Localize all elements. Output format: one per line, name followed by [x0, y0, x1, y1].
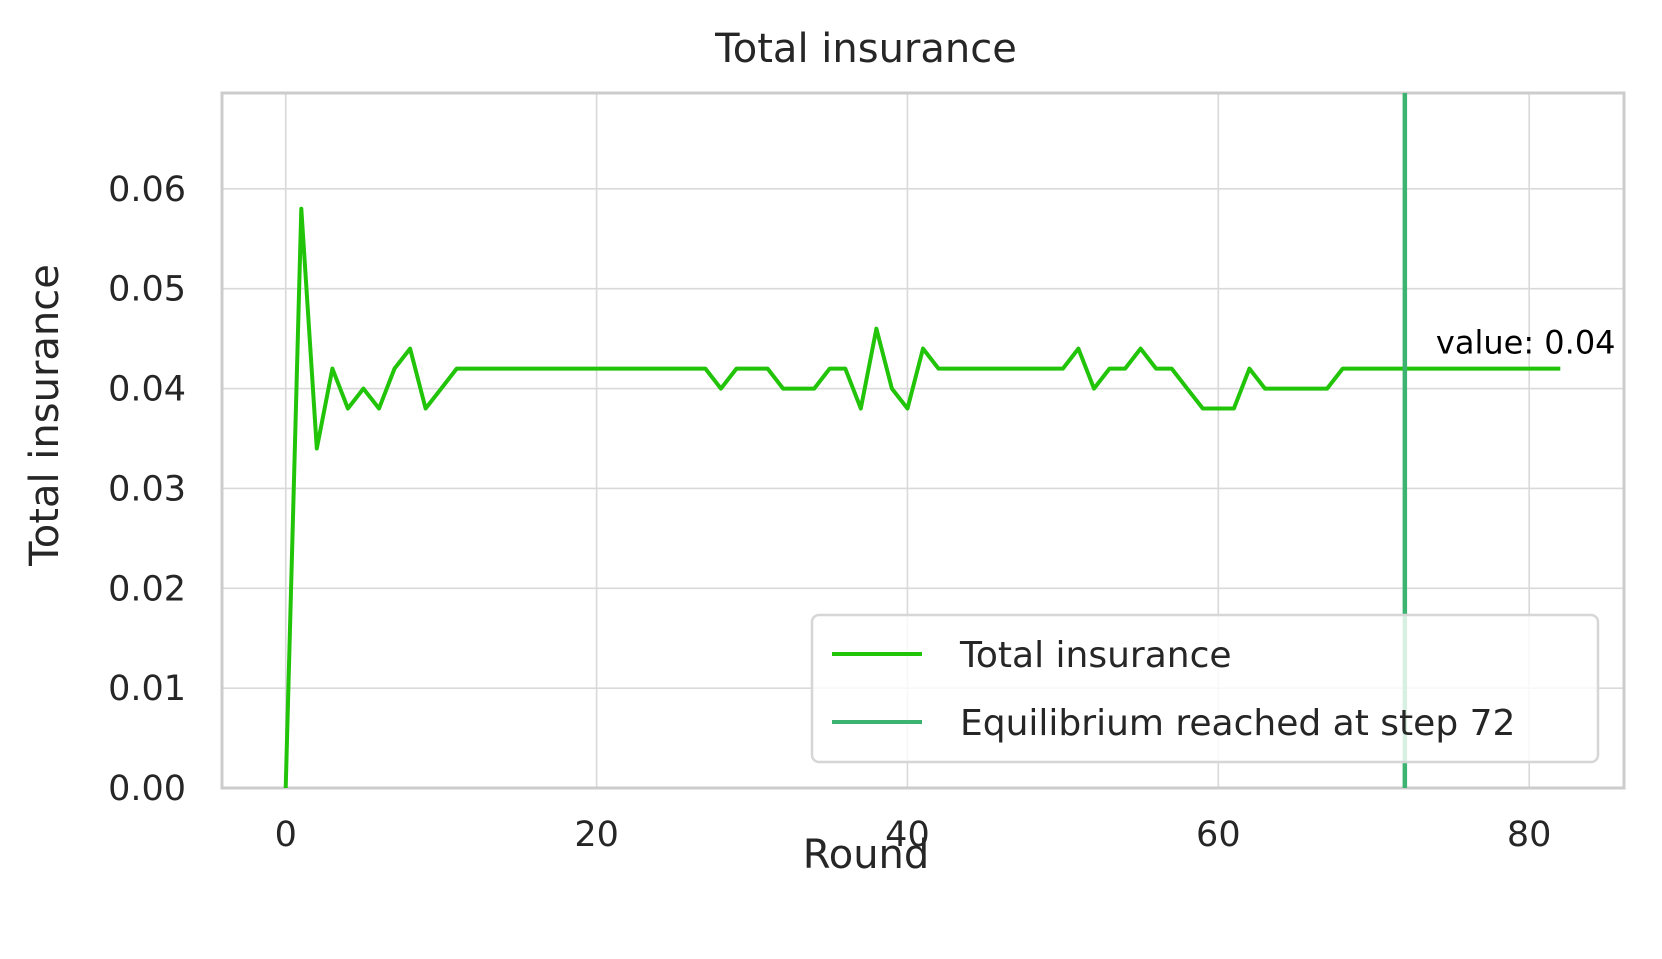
y-tick-label: 0.06 — [108, 170, 186, 210]
legend-label-total-insurance: Total insurance — [959, 635, 1232, 676]
x-tick-label: 60 — [1196, 815, 1241, 855]
plot-frame — [220, 91, 1626, 790]
x-axis-ticks: 0 20 40 60 80 — [275, 815, 1552, 855]
legend-label-equilibrium: Equilibrium reached at step 72 — [960, 703, 1515, 744]
y-tick-label: 0.03 — [108, 469, 186, 509]
legend: Total insurance Equilibrium reached at s… — [810, 613, 1600, 764]
y-tick-label: 0.02 — [108, 569, 186, 609]
y-axis-ticks: 0.00 0.01 0.02 0.03 0.04 0.05 0.06 — [108, 170, 186, 809]
x-tick-label: 0 — [275, 815, 297, 855]
y-tick-label: 0.04 — [108, 370, 186, 410]
x-tick-label: 80 — [1507, 815, 1552, 855]
y-tick-label: 0.05 — [108, 270, 186, 310]
series-line-total-insurance — [283, 206, 1561, 789]
x-tick-label: 40 — [885, 815, 930, 855]
value-annotation: value: 0.04 — [1436, 324, 1616, 362]
annotations: value: 0.04 — [1436, 324, 1616, 362]
y-axis-label: Total insurance — [22, 264, 68, 567]
legend-box — [810, 613, 1600, 764]
y-tick-label: 0.01 — [108, 669, 186, 709]
x-axis-label: Round — [803, 832, 930, 878]
x-tick-label: 20 — [574, 815, 619, 855]
chart-title: Total insurance — [714, 26, 1017, 72]
y-tick-label: 0.00 — [108, 769, 186, 809]
